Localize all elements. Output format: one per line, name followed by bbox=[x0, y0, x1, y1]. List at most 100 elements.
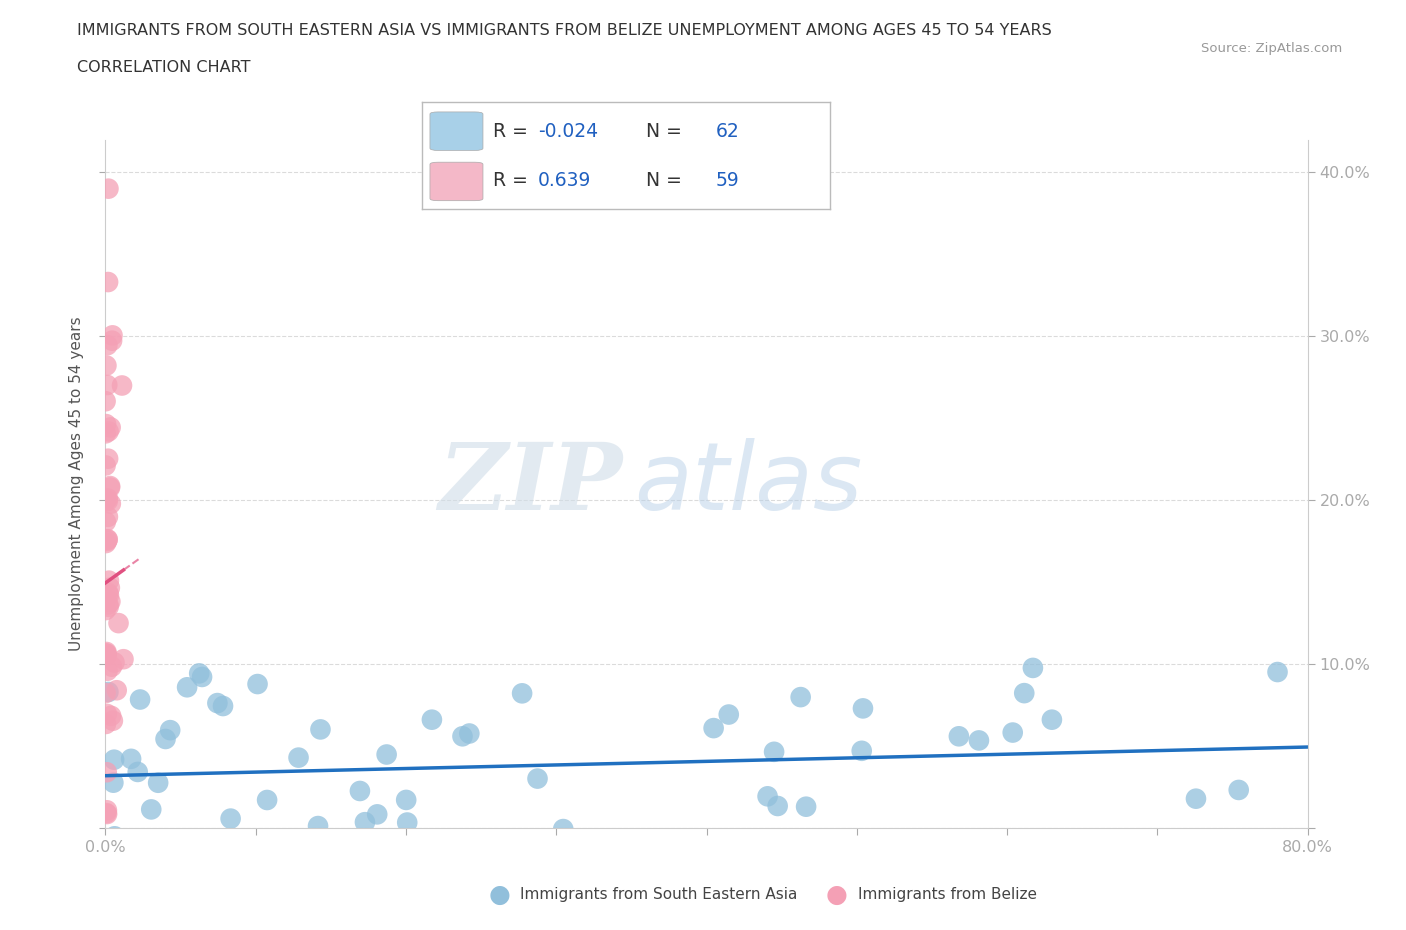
Text: R =: R = bbox=[494, 122, 534, 140]
Point bbox=[111, 379, 134, 393]
Point bbox=[191, 670, 214, 684]
Point bbox=[1022, 660, 1045, 675]
Text: Immigrants from Belize: Immigrants from Belize bbox=[858, 887, 1036, 902]
Point bbox=[96, 803, 118, 817]
Point bbox=[98, 580, 121, 595]
Point bbox=[94, 646, 117, 661]
Point bbox=[127, 764, 149, 779]
Point bbox=[97, 831, 120, 846]
Point bbox=[96, 338, 118, 352]
Point bbox=[1227, 782, 1250, 797]
Point bbox=[103, 752, 125, 767]
Point bbox=[94, 458, 117, 473]
Text: -0.024: -0.024 bbox=[538, 122, 598, 140]
Text: ●: ● bbox=[488, 883, 510, 907]
Point bbox=[717, 707, 740, 722]
Point bbox=[101, 328, 124, 343]
Point bbox=[103, 655, 125, 670]
Point bbox=[97, 586, 120, 601]
Point bbox=[155, 834, 177, 849]
Point bbox=[96, 707, 118, 722]
Point bbox=[309, 722, 332, 737]
Text: R =: R = bbox=[494, 171, 534, 190]
Point bbox=[100, 420, 122, 435]
Point bbox=[458, 726, 481, 741]
Text: N =: N = bbox=[634, 122, 688, 140]
Point bbox=[97, 573, 120, 588]
Point bbox=[246, 677, 269, 692]
Point bbox=[948, 729, 970, 744]
Point bbox=[1267, 665, 1289, 680]
Point bbox=[344, 844, 367, 859]
Point bbox=[287, 751, 309, 765]
Point bbox=[146, 776, 169, 790]
Point bbox=[207, 696, 229, 711]
Point bbox=[1012, 685, 1035, 700]
Point bbox=[307, 818, 329, 833]
Point bbox=[763, 744, 786, 759]
Point bbox=[96, 849, 118, 864]
Point bbox=[990, 844, 1012, 859]
Point bbox=[94, 393, 117, 408]
Point bbox=[510, 686, 533, 701]
Point bbox=[181, 837, 204, 852]
Point bbox=[475, 839, 498, 854]
Text: 59: 59 bbox=[716, 171, 740, 190]
Point bbox=[212, 698, 235, 713]
Point bbox=[366, 807, 388, 822]
Text: ●: ● bbox=[825, 883, 848, 907]
Point bbox=[100, 594, 122, 609]
Point bbox=[98, 480, 121, 495]
Point bbox=[101, 713, 124, 728]
Point bbox=[100, 497, 122, 512]
Point bbox=[94, 603, 117, 618]
Point bbox=[349, 784, 371, 799]
Point bbox=[96, 378, 118, 392]
Point bbox=[101, 659, 124, 674]
Text: N =: N = bbox=[634, 171, 688, 190]
Point bbox=[94, 494, 117, 509]
Text: CORRELATION CHART: CORRELATION CHART bbox=[77, 60, 250, 75]
Point bbox=[97, 599, 120, 614]
FancyBboxPatch shape bbox=[430, 112, 484, 151]
Point bbox=[97, 510, 120, 525]
Text: Source: ZipAtlas.com: Source: ZipAtlas.com bbox=[1202, 42, 1343, 55]
Point bbox=[96, 805, 118, 820]
Point bbox=[97, 597, 120, 612]
Point bbox=[1185, 791, 1208, 806]
Point bbox=[97, 491, 120, 506]
Point bbox=[107, 616, 129, 631]
Point bbox=[395, 792, 418, 807]
FancyBboxPatch shape bbox=[430, 162, 484, 201]
Text: 62: 62 bbox=[716, 122, 740, 140]
Point bbox=[766, 799, 789, 814]
Point bbox=[129, 692, 152, 707]
Point bbox=[97, 494, 120, 509]
Point bbox=[188, 666, 211, 681]
Y-axis label: Unemployment Among Ages 45 to 54 years: Unemployment Among Ages 45 to 54 years bbox=[69, 316, 84, 651]
Point bbox=[96, 806, 118, 821]
Point bbox=[97, 424, 120, 439]
Point bbox=[97, 451, 120, 466]
Point bbox=[96, 534, 118, 549]
Point bbox=[94, 716, 117, 731]
Point bbox=[155, 732, 177, 747]
Point bbox=[159, 723, 181, 737]
Point bbox=[96, 764, 118, 779]
Point bbox=[354, 815, 377, 830]
Point bbox=[789, 690, 811, 705]
Point bbox=[101, 333, 124, 348]
Point bbox=[112, 652, 135, 667]
Point bbox=[794, 799, 817, 814]
Point bbox=[94, 514, 117, 529]
Point bbox=[273, 844, 295, 859]
Point bbox=[100, 709, 122, 724]
Point bbox=[176, 680, 198, 695]
Point bbox=[96, 644, 118, 659]
Point bbox=[96, 663, 118, 678]
Point bbox=[451, 729, 474, 744]
Point bbox=[94, 849, 117, 864]
Point bbox=[97, 274, 120, 289]
Point bbox=[420, 712, 443, 727]
Point bbox=[396, 815, 419, 830]
